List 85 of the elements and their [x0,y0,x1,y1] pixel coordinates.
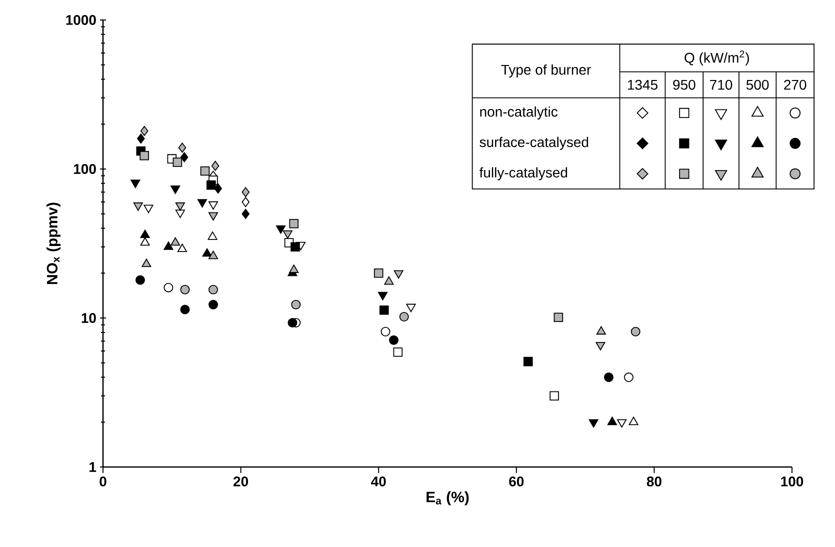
point [523,356,533,366]
point [170,237,180,246]
point [211,160,220,171]
y-tick-label: 1 [90,462,96,472]
point [133,202,143,211]
point [242,208,250,219]
annotation: fully-catalysed [479,167,568,180]
point [175,210,185,218]
point [379,305,389,315]
point [142,258,152,268]
point [177,244,188,252]
annotation: 1345 [628,80,658,90]
point [291,300,301,310]
x-tick-label: 20 [234,476,248,486]
point [289,218,299,228]
point [164,241,174,250]
point [130,180,140,188]
y-tick-label: 1000 [66,15,96,25]
point [208,250,218,260]
point [399,312,409,322]
annotation: non-catalytic [480,106,558,120]
point [140,150,149,160]
point [137,134,145,144]
annotation: 270 [784,80,806,90]
annotation: surface-catalysed [480,136,588,150]
point [170,186,180,194]
x-tick-label: 0 [100,476,106,486]
point [384,276,394,285]
point [208,212,218,221]
point [140,237,150,246]
annotation: 710 [710,80,732,90]
point [276,225,286,234]
point [596,326,606,335]
point [394,270,404,279]
point [178,142,186,153]
point [554,312,564,322]
point [180,152,188,162]
x-axis-title: E$_{a}$ (%) [426,491,469,506]
point [206,180,216,190]
x-tick-label: 60 [509,476,524,486]
point [208,300,218,310]
point [380,326,390,336]
point [140,230,150,238]
point [172,158,182,167]
annotation: Q (kW/m$^{2}$) [684,50,749,66]
point [389,335,399,345]
y-tick-label: 100 [74,164,96,174]
x-tick-label: 40 [371,476,386,486]
y-tick-label: 10 [82,313,96,323]
point [140,126,148,136]
point [406,304,416,312]
point [289,264,299,273]
annotation: 950 [673,80,696,90]
y-axis-title: NO$_{x}$ (ppmv) [46,202,60,284]
point [628,416,638,426]
point [374,268,384,278]
point [202,248,212,257]
point [175,202,185,211]
point [208,201,218,210]
point [624,372,634,382]
legend-title: Type of burner [501,64,591,78]
point [242,197,250,208]
point [135,275,145,285]
point [242,187,250,198]
point [282,230,292,239]
point [290,242,300,252]
point [144,204,154,214]
x-tick-label: 100 [781,476,804,486]
point [164,282,174,292]
point [630,326,640,336]
point [200,166,210,176]
point [596,342,606,350]
point [197,199,207,208]
point [378,292,388,300]
annotation: 500 [746,80,769,90]
x-tick-label: 80 [646,476,662,486]
point [607,416,617,426]
point [550,391,559,401]
point [208,284,218,294]
point [180,304,190,314]
point [180,284,190,294]
point [604,372,614,382]
point [393,347,403,357]
point [214,183,222,194]
point [288,318,298,328]
